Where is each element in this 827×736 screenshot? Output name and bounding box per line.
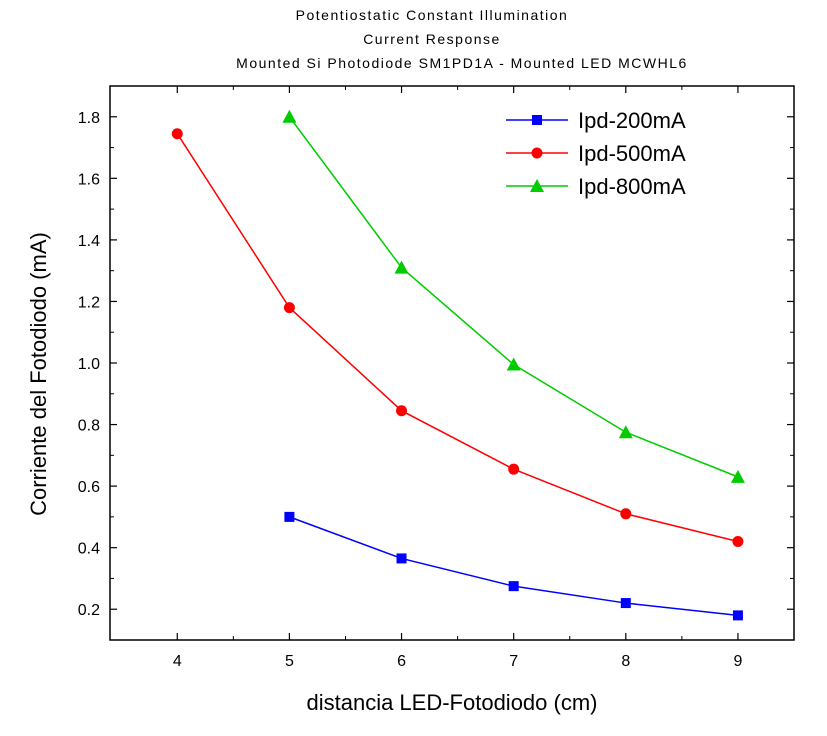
data-point xyxy=(506,357,521,371)
data-point xyxy=(732,536,744,548)
x-tick-label: 5 xyxy=(285,653,294,670)
data-point xyxy=(732,610,743,621)
x-tick-label: 8 xyxy=(621,653,630,670)
data-point xyxy=(284,511,295,522)
data-point xyxy=(508,581,519,592)
axis-ticks: 4 5 6 7 8 9 0.2 0.4 0.6 0.8 1.0 1.2 1.4 1.6 1.8 xyxy=(78,86,794,670)
legend-marker xyxy=(530,179,544,192)
data-point xyxy=(620,508,632,520)
y-tick-label: 0.2 xyxy=(78,602,100,619)
y-tick-label: 0.4 xyxy=(78,541,100,558)
series-line xyxy=(176,133,739,543)
series-ipd-800ma xyxy=(282,109,745,483)
y-tick-label: 1.8 xyxy=(78,110,100,127)
data-point xyxy=(282,109,297,123)
y-tick-label: 1.6 xyxy=(78,171,100,188)
data-point xyxy=(396,405,408,417)
series-ipd-500ma xyxy=(171,128,744,548)
data-point xyxy=(620,598,631,609)
x-tick-label: 9 xyxy=(733,653,742,670)
y-tick-label: 0.8 xyxy=(78,418,100,435)
data-point xyxy=(508,463,520,475)
x-tick-label: 7 xyxy=(509,653,518,670)
x-axis-label: distancia LED-Fotodiodo (cm) xyxy=(306,690,597,715)
legend-label: Ipd-500mA xyxy=(578,141,686,166)
series-ipd-200ma xyxy=(284,511,743,621)
title-line-3: Mounted Si Photodiode SM1PD1A - Mounted … xyxy=(236,55,688,71)
series-layer xyxy=(171,109,745,621)
y-tick-label: 1.0 xyxy=(78,356,100,373)
y-tick-label: 1.2 xyxy=(78,294,100,311)
y-tick-label: 1.4 xyxy=(78,233,100,250)
legend-marker xyxy=(532,115,542,125)
chart-title: Potentiostatic Constant Illumination Cur… xyxy=(236,7,688,71)
data-point xyxy=(171,128,183,140)
series-line xyxy=(289,516,739,617)
plot-area-frame xyxy=(109,85,795,641)
legend-marker xyxy=(531,147,543,159)
series-line xyxy=(288,116,739,478)
data-point xyxy=(396,553,407,564)
x-tick-label: 6 xyxy=(397,653,406,670)
legend-label: Ipd-200mA xyxy=(578,108,686,133)
data-point xyxy=(394,260,409,274)
legend: Ipd-200mA Ipd-500mA Ipd-800mA xyxy=(506,108,686,199)
data-point xyxy=(730,469,745,483)
title-line-2: Current Response xyxy=(363,31,501,47)
y-axis-label: Corriente del Fotodiodo (mA) xyxy=(26,232,51,516)
data-point xyxy=(618,425,633,439)
x-tick-label: 4 xyxy=(173,653,182,670)
title-line-1: Potentiostatic Constant Illumination xyxy=(296,7,569,23)
data-point xyxy=(283,302,295,314)
legend-label: Ipd-800mA xyxy=(578,174,686,199)
y-tick-label: 0.6 xyxy=(78,479,100,496)
